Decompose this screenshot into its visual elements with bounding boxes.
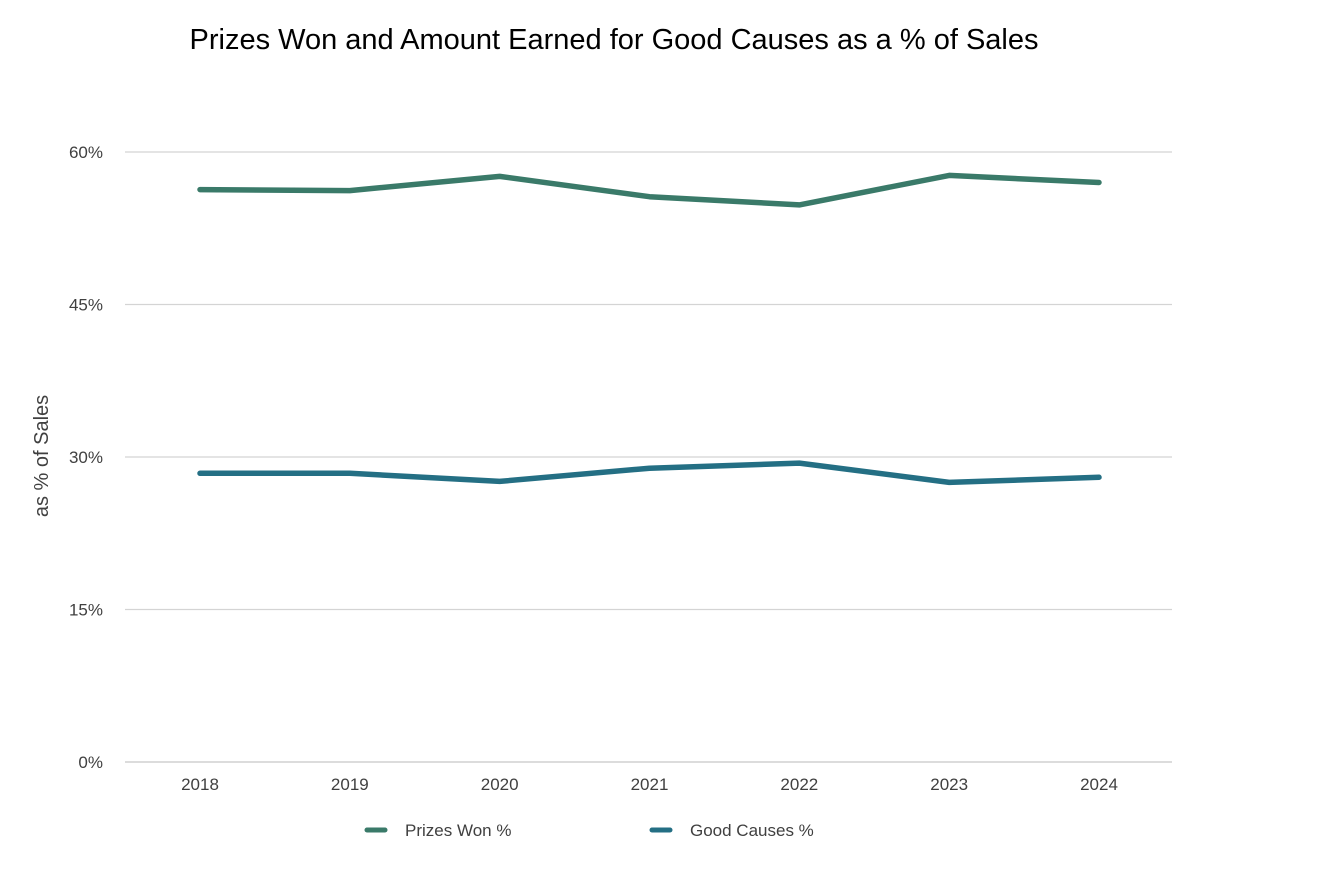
x-tick-label: 2020 <box>481 775 519 794</box>
x-tick-label: 2018 <box>181 775 219 794</box>
y-axis-title: as % of Sales <box>31 395 53 517</box>
gridlines <box>125 151 1172 763</box>
y-tick-label: 0% <box>78 753 103 772</box>
legend-label-good-causes: Good Causes % <box>690 821 814 840</box>
series-lines <box>197 172 1102 486</box>
x-tick-label: 2023 <box>930 775 968 794</box>
x-tick-label: 2021 <box>631 775 669 794</box>
y-tick-label: 15% <box>69 601 103 620</box>
y-tick-label: 30% <box>69 448 103 467</box>
x-tick-label: 2024 <box>1080 775 1118 794</box>
y-tick-label: 45% <box>69 296 103 315</box>
x-tick-label: 2022 <box>780 775 818 794</box>
x-tick-label: 2019 <box>331 775 369 794</box>
y-tick-label: 60% <box>69 143 103 162</box>
y-axis-ticks: 0% 15% 30% 45% 60% <box>69 143 103 772</box>
series-line-prizes-won <box>197 172 1102 208</box>
chart-title: Prizes Won and Amount Earned for Good Ca… <box>190 24 1039 56</box>
legend: Prizes Won % Good Causes % <box>364 821 814 840</box>
series-line-good-causes <box>197 460 1102 486</box>
legend-label-prizes-won: Prizes Won % <box>405 821 511 840</box>
x-axis-ticks: 2018 2019 2020 2021 2022 2023 2024 <box>181 775 1118 794</box>
